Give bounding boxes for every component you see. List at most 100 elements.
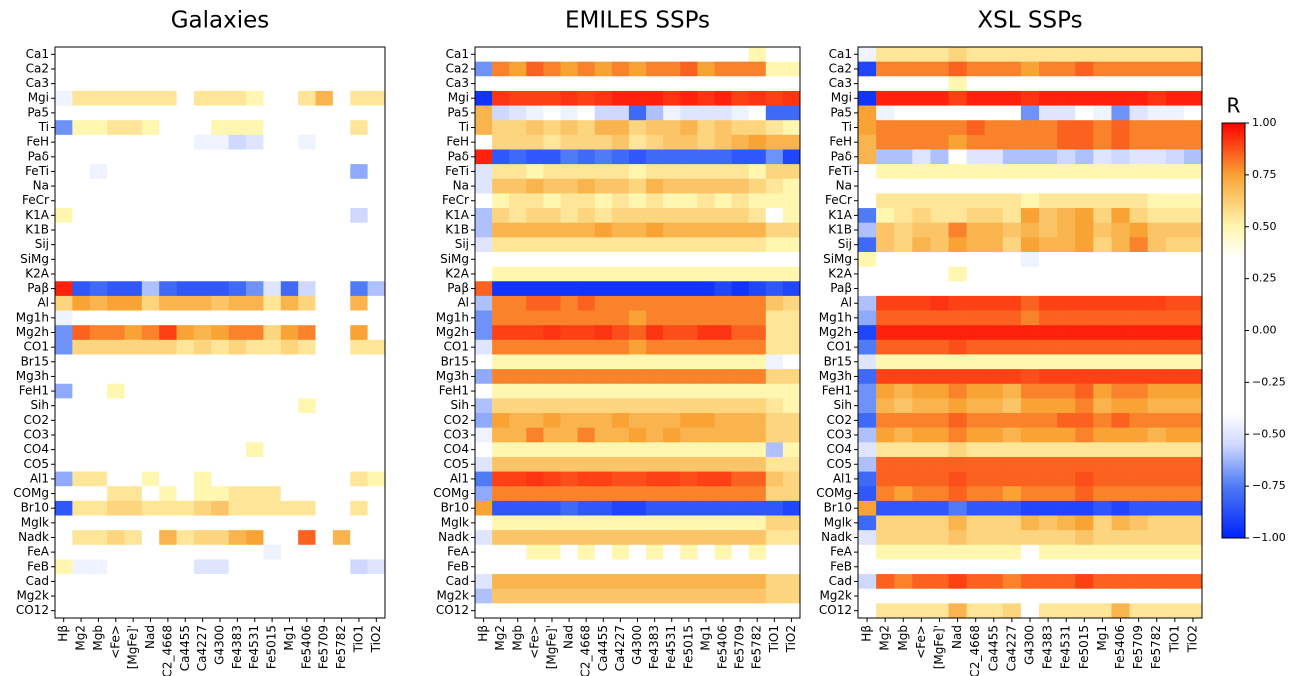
y-tick-label: Mgi [831,91,852,105]
heatmap-cell [714,398,732,414]
heatmap-cell [748,398,767,414]
heatmap-cell [72,500,91,516]
heatmap-cell [55,281,73,297]
heatmap-cell [124,383,143,399]
heatmap-cell [680,544,698,560]
heatmap-cell [1002,76,1022,92]
heatmap-cell [876,427,895,443]
heatmap-cell [107,442,125,458]
heatmap-cell [176,427,195,443]
heatmap-cell [663,222,681,238]
heatmap-cell [560,354,578,370]
heatmap-cell [159,588,177,604]
heatmap-cell [1002,105,1022,121]
heatmap-cell [193,47,212,62]
heatmap-cell [263,413,282,428]
heatmap-cell [714,76,732,92]
heatmap-cell [543,222,561,238]
heatmap-cell [930,500,949,516]
heatmap-cell [680,193,698,209]
heatmap-cell [263,500,282,516]
heatmap-cell [858,237,877,253]
heatmap-cell [89,486,108,502]
heatmap-cell [663,354,681,370]
heatmap-cell [984,134,1004,150]
heatmap-cell [141,61,160,77]
heatmap-cell [594,266,613,282]
y-tick-label: Ca3 [26,76,49,90]
heatmap-cell [141,500,160,516]
heatmap-cell [782,369,801,385]
heatmap-cell [966,120,986,136]
heatmap-cell [1093,281,1112,297]
heatmap-cell [193,149,212,165]
heatmap-cell [298,354,316,370]
heatmap-cell [280,456,299,472]
heatmap-cell [560,61,578,77]
heatmap-cell [350,515,368,531]
y-tick-label: Mglk [824,515,852,529]
heatmap-cell [107,398,125,414]
heatmap-cell [350,339,368,355]
heatmap-cell [280,61,299,77]
heatmap-cell [782,90,801,106]
heatmap-cell [1147,574,1167,590]
heatmap-cell [193,90,212,106]
heatmap-cell [731,47,749,62]
heatmap-cell [628,413,647,428]
y-tick-label: Br10 [824,501,852,515]
heatmap-cell [663,471,681,487]
heatmap-cell [211,222,229,238]
heatmap-cell [628,281,647,297]
heatmap-cell [280,339,299,355]
heatmap-cell [663,193,681,209]
heatmap-cell [263,266,282,282]
heatmap-cell [663,574,681,590]
heatmap-cell [948,105,967,121]
heatmap-cell [1183,398,1203,414]
heatmap-cell [1165,193,1185,209]
heatmap-cell [332,266,351,282]
heatmap-cell [263,310,282,326]
heatmap-cell [72,471,91,487]
heatmap-cell [543,90,561,106]
heatmap-cell [280,251,299,267]
heatmap-cell [1075,47,1094,62]
heatmap-cell [526,90,544,106]
heatmap-cell [509,208,527,223]
heatmap-cell [193,413,212,428]
heatmap-cell [894,442,913,458]
y-tick-label: Paβ [830,281,852,295]
heatmap-cell [984,325,1004,341]
heatmap-cell [594,208,613,223]
heatmap-cell [72,398,91,414]
heatmap-cell [228,369,247,385]
heatmap-cell [315,61,334,77]
heatmap-cell [782,61,801,77]
y-tick-label: COMg [433,486,469,500]
heatmap-cell [680,178,698,194]
heatmap-cell [663,47,681,62]
heatmap-cell [930,588,949,604]
heatmap-cell [680,559,698,575]
heatmap-cell [1165,456,1185,472]
heatmap-cell [492,325,510,341]
heatmap-cell [211,164,229,180]
heatmap-cell [912,193,931,209]
heatmap-cell [263,134,282,150]
heatmap-cell [55,222,73,238]
heatmap-cell [159,76,177,92]
x-tick-label: TiO2 [1185,625,1199,653]
heatmap-cell [894,266,913,282]
heatmap-cell [930,266,949,282]
heatmap-cell [228,544,247,560]
heatmap-cell [1039,588,1058,604]
heatmap-cell [526,164,544,180]
heatmap-cell [159,603,177,619]
heatmap-cell [782,208,801,223]
heatmap-cell [560,413,578,428]
heatmap-cell [611,544,630,560]
heatmap-cell [714,266,732,282]
heatmap-cell [107,325,125,341]
heatmap-cell [748,251,767,267]
